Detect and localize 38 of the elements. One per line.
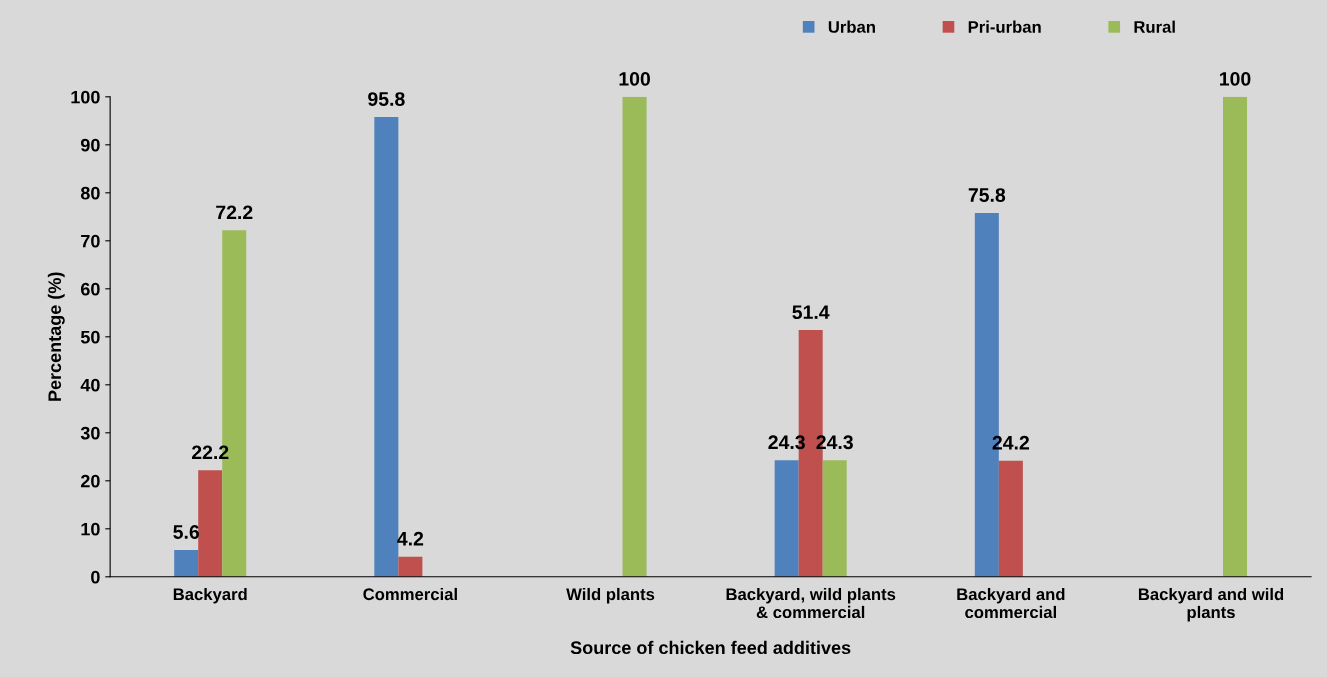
y-tick-label: 60: [81, 282, 100, 296]
data-label: 5.6: [173, 525, 200, 539]
x-axis-title: Source of chicken feed additives: [570, 640, 851, 655]
legend-label: Urban: [828, 20, 875, 33]
y-tick-label: 40: [80, 378, 100, 392]
x-tick-label: Backyard and commercial: [957, 587, 1065, 619]
y-axis-title: Percentage (%): [47, 272, 65, 401]
bar: [774, 460, 799, 577]
data-label: 75.8: [968, 188, 1006, 202]
data-label: 95.8: [368, 92, 405, 106]
x-tick-label: Commercial: [363, 587, 457, 601]
x-tick-label: Backyard, wild plants & commercial: [726, 587, 896, 619]
data-label: 100: [619, 72, 650, 86]
legend-label: Rural: [1134, 20, 1175, 33]
x-tick-label: Backyard: [173, 587, 247, 604]
bar: [622, 96, 647, 577]
y-tick-label: 30: [80, 426, 100, 440]
y-tick-label: 50: [80, 330, 100, 344]
y-tick-label: 0: [91, 570, 100, 584]
x-tick-label: Wild plants: [566, 587, 655, 604]
bar: [174, 549, 199, 577]
bar: [1223, 96, 1248, 577]
data-label: 100: [1220, 72, 1251, 86]
y-tick-label: 90: [80, 138, 100, 152]
y-tick-label: 70: [81, 234, 100, 248]
data-label: 51.4: [792, 305, 830, 320]
x-tick-label: Backyard and wild plants: [1138, 587, 1284, 622]
y-tick-label: 10: [81, 522, 100, 536]
bar: [998, 460, 1023, 577]
bar: [822, 460, 847, 577]
y-tick-label: 80: [80, 186, 100, 200]
bar: [398, 556, 423, 577]
data-label: 72.2: [216, 205, 253, 220]
legend-label: Pri-urban: [968, 20, 1041, 33]
y-tick-label: 20: [80, 474, 100, 488]
bar: [374, 116, 399, 577]
bar: [198, 470, 223, 577]
y-tick-label: 100: [71, 90, 100, 104]
